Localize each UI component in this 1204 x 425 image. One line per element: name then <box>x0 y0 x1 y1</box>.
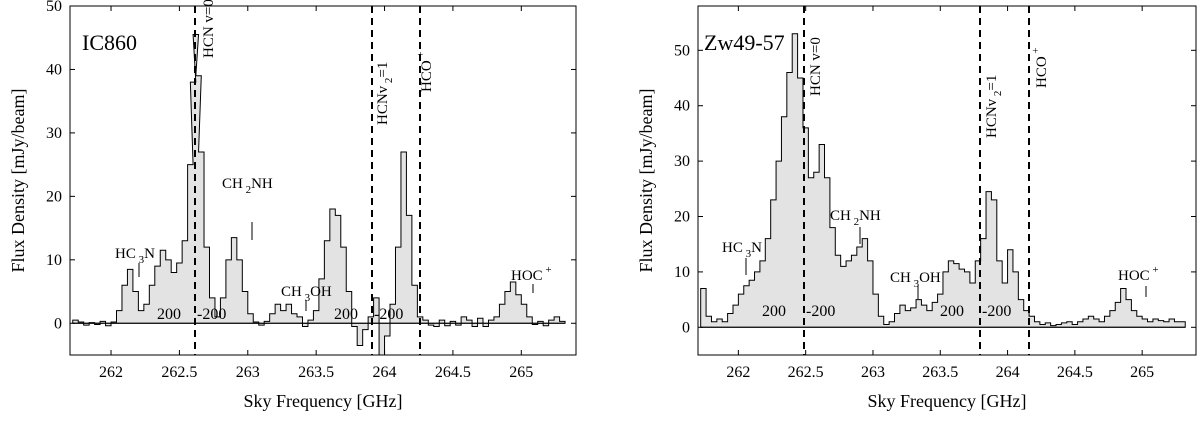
velocity-label-200: 200 <box>940 303 964 320</box>
x-tick-label: 262.5 <box>788 364 824 381</box>
label-hoc-plus-main: HOC <box>511 268 543 284</box>
label-hcn-v2-subscript: 2 <box>992 91 1004 99</box>
label-ch3oh: CH 3OH <box>281 284 332 304</box>
label-hcn-v0: HCN v=0 <box>808 37 824 96</box>
label-ch2nh-subscript: 2 <box>851 216 859 228</box>
label-ch3oh-main: CH <box>281 284 302 300</box>
label-hco-plus: HCO + <box>1030 47 1050 88</box>
label-hc3n-main: HC <box>115 246 136 262</box>
label-hcn-v0-main: HCN v=0 <box>808 37 824 96</box>
velocity-label-minus-200: -200 <box>982 303 1011 320</box>
velocity-label-minus-200: -200 <box>374 306 403 323</box>
label-hcn-v2-subscript: 2 <box>383 78 395 86</box>
label-ch2nh-suffix: NH <box>859 208 881 224</box>
label-hcn-v0-main: HCN v=0 <box>201 0 217 58</box>
label-hcn-v2: HCNv 2=1 <box>375 62 395 125</box>
y-tick-label: 10 <box>46 252 62 269</box>
panel-title: IC860 <box>82 30 137 55</box>
label-hcn-v0: HCN v=0 <box>201 0 217 58</box>
x-tick-label: 264 <box>996 364 1020 381</box>
label-hcn-v2-main: HCNv <box>375 85 391 125</box>
x-tick-label: 262 <box>99 364 123 381</box>
y-tick-label: 20 <box>46 188 62 205</box>
label-ch3oh: CH 3OH <box>890 270 941 290</box>
label-ch2nh: CH 2NH <box>830 208 881 228</box>
label-hco-plus: HCO + <box>415 51 435 92</box>
axes-frame <box>69 5 577 356</box>
label-ch3oh-suffix: OH <box>919 270 941 286</box>
y-tick-label: 30 <box>674 153 690 170</box>
label-hoc-plus-main: HOC <box>1118 268 1150 284</box>
label-hc3n-subscript: 3 <box>136 254 145 266</box>
label-hc3n-suffix: N <box>144 246 155 262</box>
label-ch2nh-main: CH <box>830 208 851 224</box>
label-hc3n-subscript: 3 <box>743 248 752 260</box>
label-hc3n: HC 3N <box>115 246 155 266</box>
label-hco-plus-main: HCO <box>1034 56 1050 88</box>
y-axis-title: Flux Density [mJy/beam] <box>8 89 28 273</box>
label-ch2nh-subscript: 2 <box>243 184 251 196</box>
x-tick-label: 263.5 <box>922 364 958 381</box>
y-tick-label: 10 <box>674 264 690 281</box>
y-tick-label: 30 <box>46 125 62 142</box>
label-ch3oh-main: CH <box>890 270 911 286</box>
y-tick-label: 0 <box>682 319 690 336</box>
label-hoc-plus: HOC + <box>511 264 552 284</box>
x-tick-label: 265 <box>1130 364 1154 381</box>
x-axis-title: Sky Frequency [GHz] <box>868 391 1027 411</box>
label-ch3oh-suffix: OH <box>310 284 332 300</box>
y-tick-label: 40 <box>674 98 690 115</box>
y-tick-label: 50 <box>674 42 690 59</box>
y-tick-label: 40 <box>46 61 62 78</box>
label-hcn-v2-suffix: =1 <box>984 75 1000 91</box>
label-hco-plus-superscript: + <box>415 51 427 60</box>
y-tick-label: 50 <box>46 0 62 15</box>
spectrum-histogram <box>72 34 566 356</box>
x-axis-title: Sky Frequency [GHz] <box>244 391 403 411</box>
label-ch2nh-suffix: NH <box>251 176 273 192</box>
panel-2: 262 262.5 263 263.5 264 264.5 265 0 10 20 30 40 50 Sk… <box>636 5 1197 411</box>
label-hoc-plus: HOC + <box>1118 264 1159 284</box>
velocity-label-200: 200 <box>762 303 786 320</box>
x-tick-label: 265 <box>509 364 533 381</box>
label-ch3oh-subscript: 3 <box>302 292 311 304</box>
label-hcn-v2-suffix: =1 <box>375 62 391 78</box>
x-tick-label: 264.5 <box>435 364 471 381</box>
velocity-label-200: 200 <box>157 306 181 323</box>
velocity-label-200: 200 <box>334 306 358 323</box>
axes-frame <box>697 5 1197 356</box>
panel-title: Zw49-57 <box>704 30 785 55</box>
label-ch2nh: CH 2NH <box>222 176 273 196</box>
x-tick-label: 262 <box>726 364 750 381</box>
x-tick-label: 263 <box>861 364 885 381</box>
label-hoc-plus-superscript: + <box>543 264 552 276</box>
label-ch2nh-main: CH <box>222 176 243 192</box>
label-hco-plus-superscript: + <box>1030 47 1042 56</box>
y-tick-label: 0 <box>54 315 62 332</box>
y-tick-label: 20 <box>674 209 690 226</box>
y-axis-title: Flux Density [mJy/beam] <box>636 89 656 273</box>
spectrum-histogram <box>700 33 1186 328</box>
x-tick-label: 263 <box>236 364 260 381</box>
velocity-label-minus-200: -200 <box>197 306 226 323</box>
x-tick-label: 264 <box>373 364 397 381</box>
x-tick-label: 263.5 <box>298 364 334 381</box>
label-hcn-v2: HCNv 2=1 <box>984 75 1004 138</box>
label-hoc-plus-superscript: + <box>1150 264 1159 276</box>
label-hc3n-suffix: N <box>751 240 762 256</box>
label-hc3n: HC 3N <box>722 240 762 260</box>
x-tick-label: 264.5 <box>1057 364 1093 381</box>
velocity-label-minus-200: -200 <box>806 303 835 320</box>
label-hco-plus-main: HCO <box>419 60 435 92</box>
panel-1: 262 262.5 263 263.5 264 264.5 265 0 10 20 30 40 50 Sk… <box>8 0 577 411</box>
label-ch3oh-subscript: 3 <box>911 278 920 290</box>
x-tick-label: 262.5 <box>161 364 197 381</box>
label-hcn-v2-main: HCNv <box>984 98 1000 138</box>
label-hc3n-main: HC <box>722 240 743 256</box>
